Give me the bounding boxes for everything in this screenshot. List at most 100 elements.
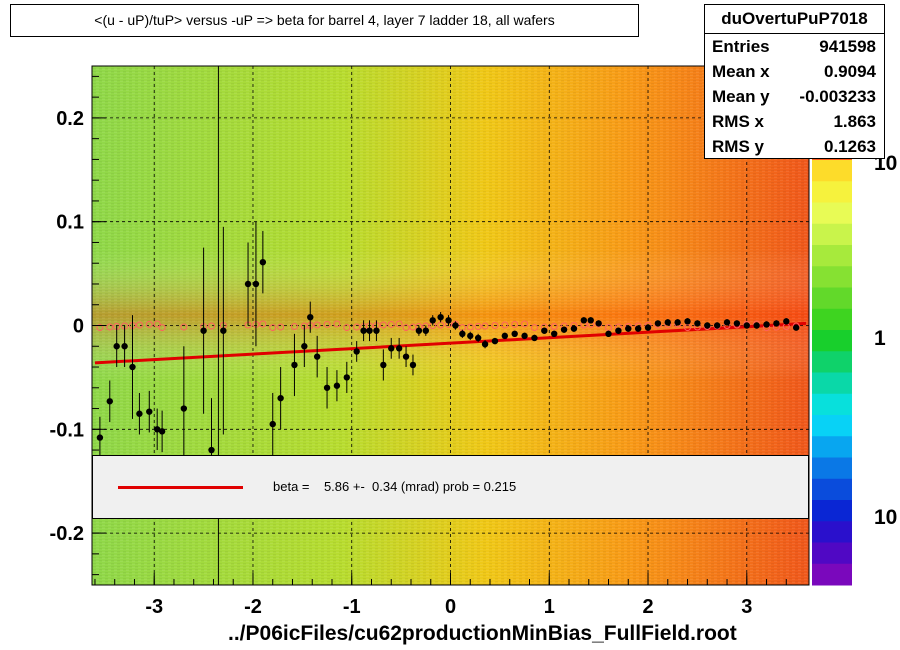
color-scale-swatch	[812, 287, 852, 310]
color-scale-swatch	[812, 393, 852, 416]
legend-line-swatch	[118, 486, 243, 489]
y-tick-label: -0.1	[50, 419, 84, 441]
x-tick-label: 0	[445, 596, 456, 618]
profile-point	[366, 327, 373, 334]
y-tick-label: 0.2	[56, 108, 84, 130]
profile-point	[323, 384, 331, 391]
profile-point	[792, 324, 800, 331]
profile-point	[704, 322, 711, 329]
profile-point	[158, 428, 166, 435]
profile-point	[694, 320, 701, 327]
profile-point	[333, 382, 341, 389]
open-marker	[395, 320, 403, 328]
profile-point	[501, 332, 509, 340]
stats-row: Mean x 0.9094	[705, 59, 884, 84]
stats-box: duOvertuPuP7018 Entries 941598 Mean x 0.90…	[704, 4, 885, 159]
open-marker	[323, 320, 331, 328]
color-scale-swatch	[812, 521, 852, 543]
profile-point	[743, 322, 750, 329]
color-scale-swatch	[812, 457, 852, 480]
stats-label: Mean y	[712, 87, 770, 106]
stats-value: 941598	[819, 37, 876, 56]
color-scale-swatch	[812, 500, 852, 522]
profile-point	[121, 343, 128, 350]
color-scale-swatch	[812, 245, 852, 267]
profile-point	[550, 330, 558, 338]
open-marker	[353, 323, 361, 331]
profile-point	[277, 394, 284, 402]
fit-legend: beta = 5.86 +- 0.34 (mrad) prob = 0.215	[92, 455, 809, 519]
profile-point	[580, 317, 588, 324]
profile-point	[373, 327, 380, 334]
open-marker	[208, 322, 215, 330]
profile-point	[360, 327, 367, 334]
profile-point	[388, 345, 395, 352]
color-scale-swatch	[812, 181, 852, 203]
color-scale-swatch	[812, 202, 852, 225]
open-marker	[180, 323, 188, 331]
profile-point	[153, 426, 161, 433]
color-scale-swatch	[812, 160, 852, 182]
stats-value: 1.863	[833, 112, 876, 131]
stats-value: -0.003233	[799, 87, 876, 106]
open-marker	[290, 323, 298, 331]
x-tick-label: -3	[145, 596, 163, 618]
profile-point	[208, 446, 215, 454]
profile-point	[723, 319, 731, 326]
profile-point	[353, 348, 360, 355]
profile-point	[291, 361, 298, 369]
color-scale-swatch	[812, 415, 852, 437]
color-scale-swatch	[812, 223, 852, 246]
x-tick-label: 3	[741, 596, 752, 618]
open-marker	[466, 323, 474, 331]
profile-point	[521, 332, 528, 340]
profile-point	[634, 325, 642, 332]
x-tick-label: 1	[544, 596, 555, 618]
y-tick-label: 0.1	[56, 212, 84, 234]
color-scale-swatch	[812, 330, 852, 352]
profile-point	[474, 334, 482, 342]
profile-point	[541, 327, 548, 334]
profile-point	[615, 327, 622, 334]
profile-point	[252, 280, 260, 288]
profile-point	[467, 332, 474, 340]
open-marker	[153, 320, 161, 328]
stats-label: RMS x	[712, 112, 764, 131]
profile-point	[409, 361, 417, 369]
open-marker	[481, 322, 489, 330]
stats-value: 0.9094	[824, 62, 876, 81]
profile-point	[395, 345, 403, 352]
profile-point	[445, 317, 452, 324]
color-scale-swatch	[812, 351, 852, 373]
color-scale-swatch	[812, 478, 852, 501]
open-marker	[474, 323, 482, 331]
stats-label: Mean x	[712, 62, 770, 81]
profile-point	[106, 398, 113, 405]
profile-point	[220, 327, 227, 334]
open-marker	[277, 323, 285, 331]
open-marker	[511, 320, 519, 328]
stats-label: RMS y	[712, 137, 764, 156]
open-marker	[379, 321, 387, 329]
open-marker	[402, 324, 410, 332]
profile-point	[437, 313, 444, 321]
profile-point	[422, 327, 430, 334]
open-marker	[491, 322, 499, 329]
open-marker	[269, 324, 277, 332]
profile-point	[570, 325, 578, 332]
profile-point	[129, 363, 136, 371]
chart-title: <(u - uP)/tuP> versus -uP => beta for ba…	[10, 4, 639, 37]
profile-point	[244, 280, 252, 288]
profile-point	[605, 330, 612, 338]
fit-line	[94, 321, 807, 365]
y-tick-label: -0.2	[50, 523, 84, 545]
x-tick-label: -1	[343, 596, 361, 618]
profile-point	[307, 313, 314, 321]
profile-point	[511, 330, 518, 338]
stats-value: 0.1263	[824, 137, 876, 156]
profile-point	[380, 361, 387, 369]
open-marker	[145, 320, 153, 328]
x-tick-label: -2	[244, 596, 262, 618]
profile-point	[481, 340, 489, 348]
profile-point	[301, 343, 308, 350]
